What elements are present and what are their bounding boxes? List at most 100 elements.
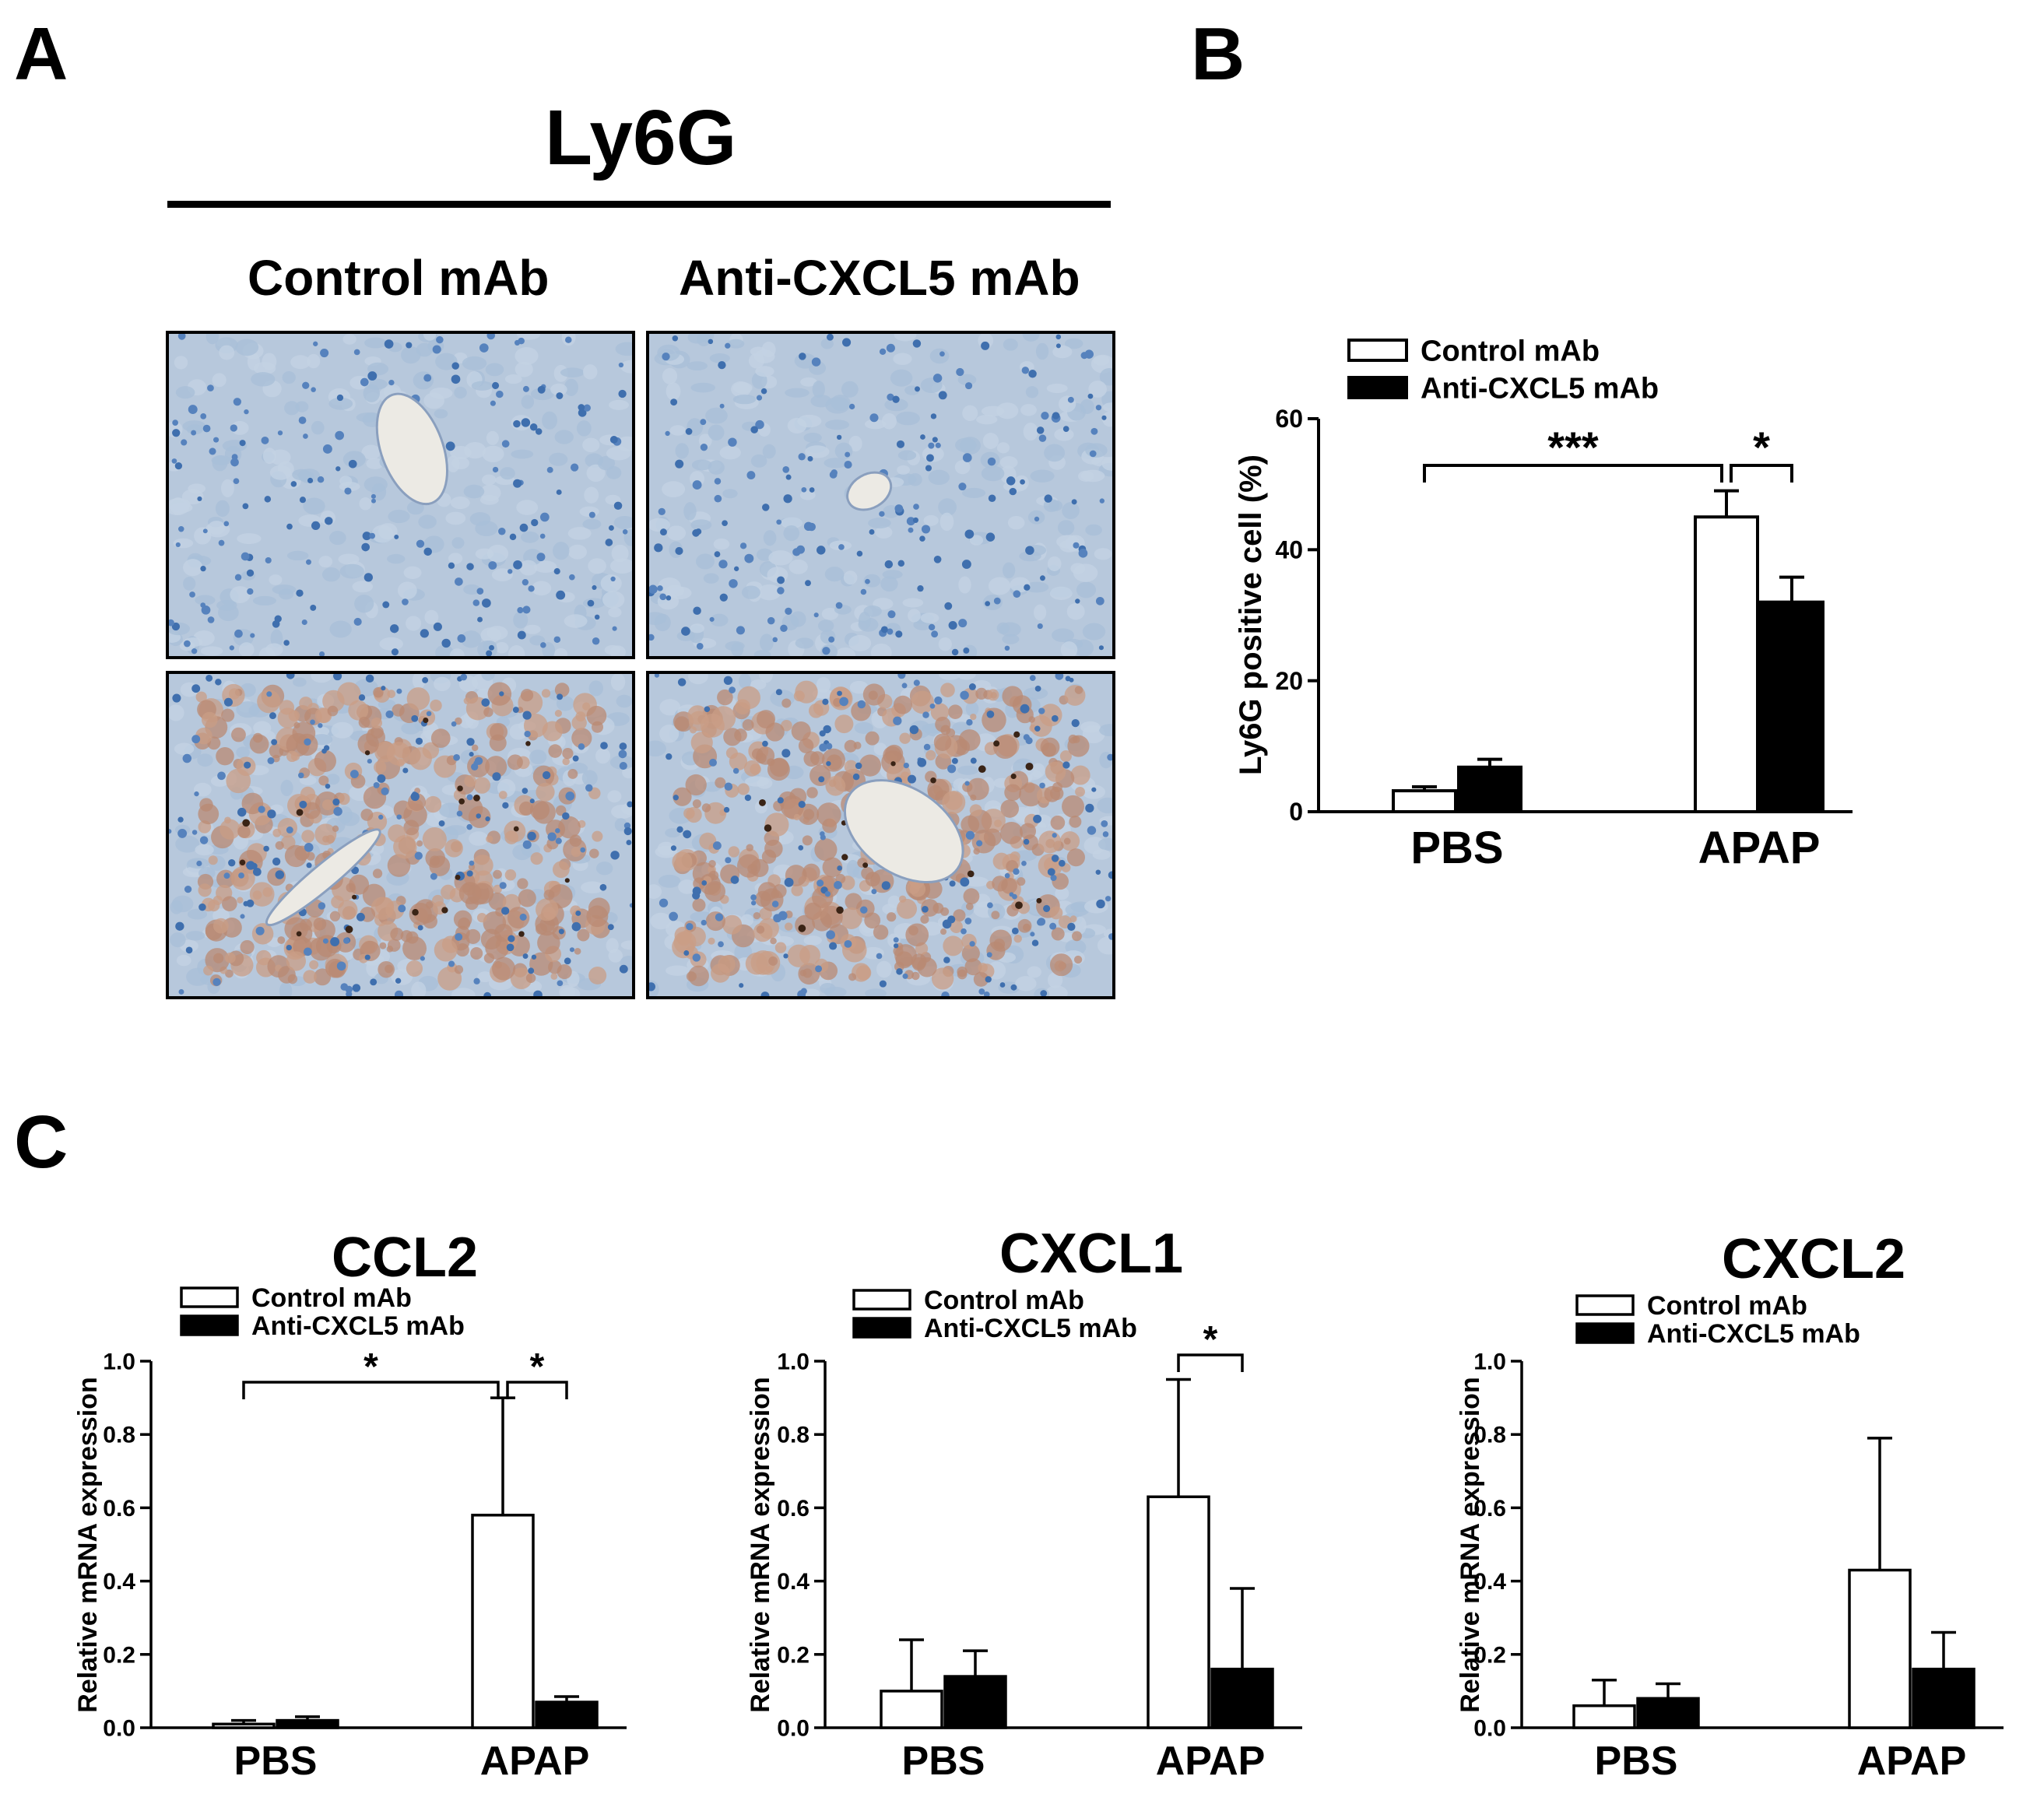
cell-body: [176, 954, 191, 967]
brown-stain: [961, 944, 980, 963]
brown-stain: [822, 818, 838, 834]
brown-stain: [237, 825, 251, 838]
nucleus: [776, 519, 782, 525]
nucleus: [191, 430, 197, 436]
cell-body: [817, 619, 834, 632]
brown-stain: [318, 775, 329, 786]
brown-stain: [683, 807, 695, 820]
nucleus: [296, 589, 304, 597]
cell-body: [174, 742, 195, 756]
brown-stain: [1063, 837, 1071, 845]
brown-stain: [208, 855, 218, 865]
brown-stain: [795, 680, 818, 704]
nucleus: [939, 351, 945, 357]
nucleus: [196, 860, 202, 867]
nucleus: [513, 560, 522, 570]
nucleus: [230, 458, 239, 467]
nucleus: [344, 487, 352, 495]
bar-apap-control: [1147, 1495, 1210, 1729]
cell-body: [870, 643, 892, 656]
nucleus: [522, 953, 529, 959]
brown-stain: [961, 815, 980, 834]
nucleus: [556, 392, 564, 399]
nucleus: [212, 977, 221, 986]
cell-body: [529, 635, 546, 646]
cell-body: [649, 612, 667, 625]
nucleus: [1023, 838, 1030, 845]
cell-body: [471, 381, 493, 391]
nucleus: [1067, 396, 1074, 403]
nucleus: [879, 980, 887, 988]
nucleus: [879, 348, 887, 356]
cell-body: [708, 424, 725, 441]
nucleus: [797, 990, 806, 996]
cell-body: [1023, 422, 1038, 441]
nucleus: [466, 738, 475, 746]
cell-body: [727, 339, 745, 349]
cell-body: [690, 623, 705, 633]
nucleus: [838, 544, 845, 550]
nucleus: [1049, 922, 1057, 930]
cell-body: [252, 595, 277, 606]
nucleus: [835, 602, 843, 609]
nucleus: [340, 983, 349, 991]
cell-body: [958, 576, 971, 594]
x-tick-label: PBS: [902, 1739, 985, 1784]
dark-neutrophil: [525, 741, 531, 746]
brown-stain: [470, 947, 483, 960]
brown-stain: [964, 958, 982, 976]
cell-body: [361, 444, 381, 460]
cell-body: [687, 334, 707, 344]
nucleus: [406, 342, 413, 349]
nucleus: [304, 843, 314, 852]
nucleus: [798, 453, 806, 461]
nucleus: [466, 823, 472, 830]
nucleus: [986, 711, 995, 718]
nucleus: [202, 528, 208, 534]
brown-stain: [546, 837, 559, 850]
cell-body: [207, 521, 226, 535]
brown-stain: [485, 756, 507, 778]
nucleus: [172, 693, 181, 703]
nucleus: [1013, 590, 1021, 598]
cell-body: [897, 465, 910, 475]
cell-body: [1073, 563, 1098, 582]
nucleus: [819, 730, 826, 737]
nucleus: [886, 343, 895, 353]
cell-body: [1027, 966, 1041, 978]
cell-body: [1015, 976, 1037, 991]
nucleus: [360, 377, 369, 387]
cell-body: [848, 435, 862, 452]
nucleus: [482, 598, 491, 608]
brown-stain: [1059, 750, 1072, 763]
cell-body: [611, 804, 632, 820]
nucleus: [384, 339, 394, 349]
cell-body: [613, 516, 632, 529]
nucleus: [926, 454, 934, 462]
legend-label: Control mAb: [924, 1286, 1084, 1315]
nucleus: [233, 478, 240, 485]
brown-stain: [504, 820, 526, 843]
cell-body: [609, 645, 626, 656]
nucleus: [820, 834, 826, 841]
nucleus: [1090, 427, 1098, 435]
cell-body: [1044, 444, 1066, 462]
dark-neutrophil: [412, 909, 419, 916]
nucleus: [580, 847, 586, 853]
cell-body: [529, 749, 547, 765]
dark-neutrophil: [352, 894, 357, 900]
cell-body: [981, 405, 1005, 417]
nucleus: [323, 745, 330, 751]
nucleus: [233, 398, 242, 406]
nucleus: [619, 762, 627, 770]
brown-stain: [742, 719, 754, 731]
nucleus: [931, 630, 939, 638]
dark-neutrophil: [862, 862, 869, 869]
cell-body: [378, 523, 398, 540]
brown-stain: [552, 861, 570, 879]
cell-body: [460, 630, 482, 648]
cell-body: [843, 570, 858, 585]
cell-body: [665, 828, 681, 838]
nucleus: [880, 626, 888, 633]
nucleus: [448, 562, 455, 569]
